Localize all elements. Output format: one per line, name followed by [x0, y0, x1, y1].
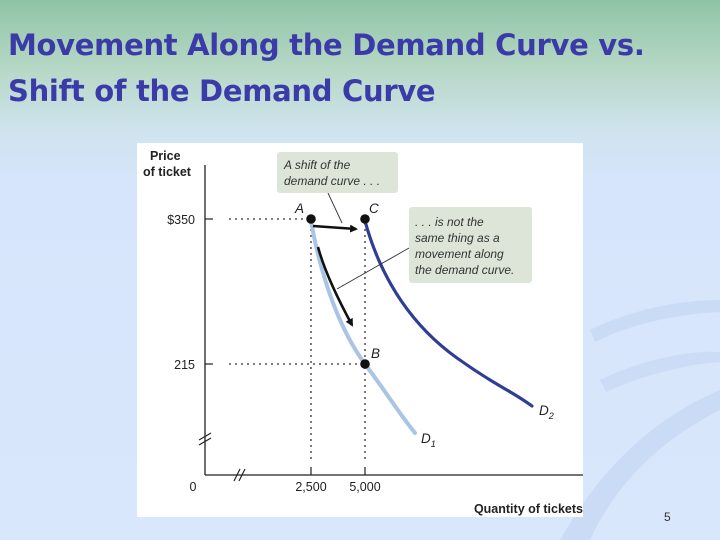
guide-lines [229, 218, 366, 463]
slide-title-line-1: Movement Along the Demand Curve vs. [8, 28, 645, 62]
y-axis-label: Price of ticket [143, 149, 192, 179]
page-number: 5 [664, 510, 671, 524]
slide-title: Movement Along the Demand Curve vs. Shif… [8, 22, 708, 114]
point-b-label: B [371, 346, 380, 361]
callout-shift-pointer [327, 192, 343, 224]
point-c-label: C [369, 201, 379, 216]
point-c [360, 214, 370, 224]
demand-curve-d1 [309, 219, 417, 435]
diagram-canvas: A shift of the demand curve . . . . . . … [143, 149, 583, 516]
x-tick-label-2500: 2,500 [295, 480, 326, 494]
x-axis-break [233, 468, 246, 482]
curve-d2-label: D2 [539, 403, 554, 421]
y-axis-break [198, 432, 212, 446]
slide-title-line-2: Shift of the Demand Curve [8, 74, 436, 108]
callout-movement-text: . . . is not the same thing as a movemen… [415, 215, 514, 277]
x-axis-label: Quantity of tickets [474, 502, 583, 516]
shift-arrow [312, 224, 358, 233]
curve-d1-label: D1 [421, 431, 436, 449]
callout-movement-pointer [336, 247, 410, 290]
x-tick-label-5000: 5,000 [349, 480, 380, 494]
point-b [360, 359, 370, 369]
y-tick-label-215: 215 [174, 358, 195, 372]
movement-arrow [316, 246, 354, 327]
origin-label: 0 [190, 480, 197, 494]
point-a-label: A [294, 201, 304, 216]
callout-shift-box [277, 152, 398, 193]
callout-movement-box [409, 207, 532, 283]
y-tick-label-350: $350 [167, 213, 195, 227]
callout-shift-text: A shift of the demand curve . . . [283, 158, 380, 188]
demand-curve-d2 [363, 219, 534, 408]
point-a [306, 214, 316, 224]
demand-diagram: A shift of the demand curve . . . . . . … [137, 143, 583, 517]
